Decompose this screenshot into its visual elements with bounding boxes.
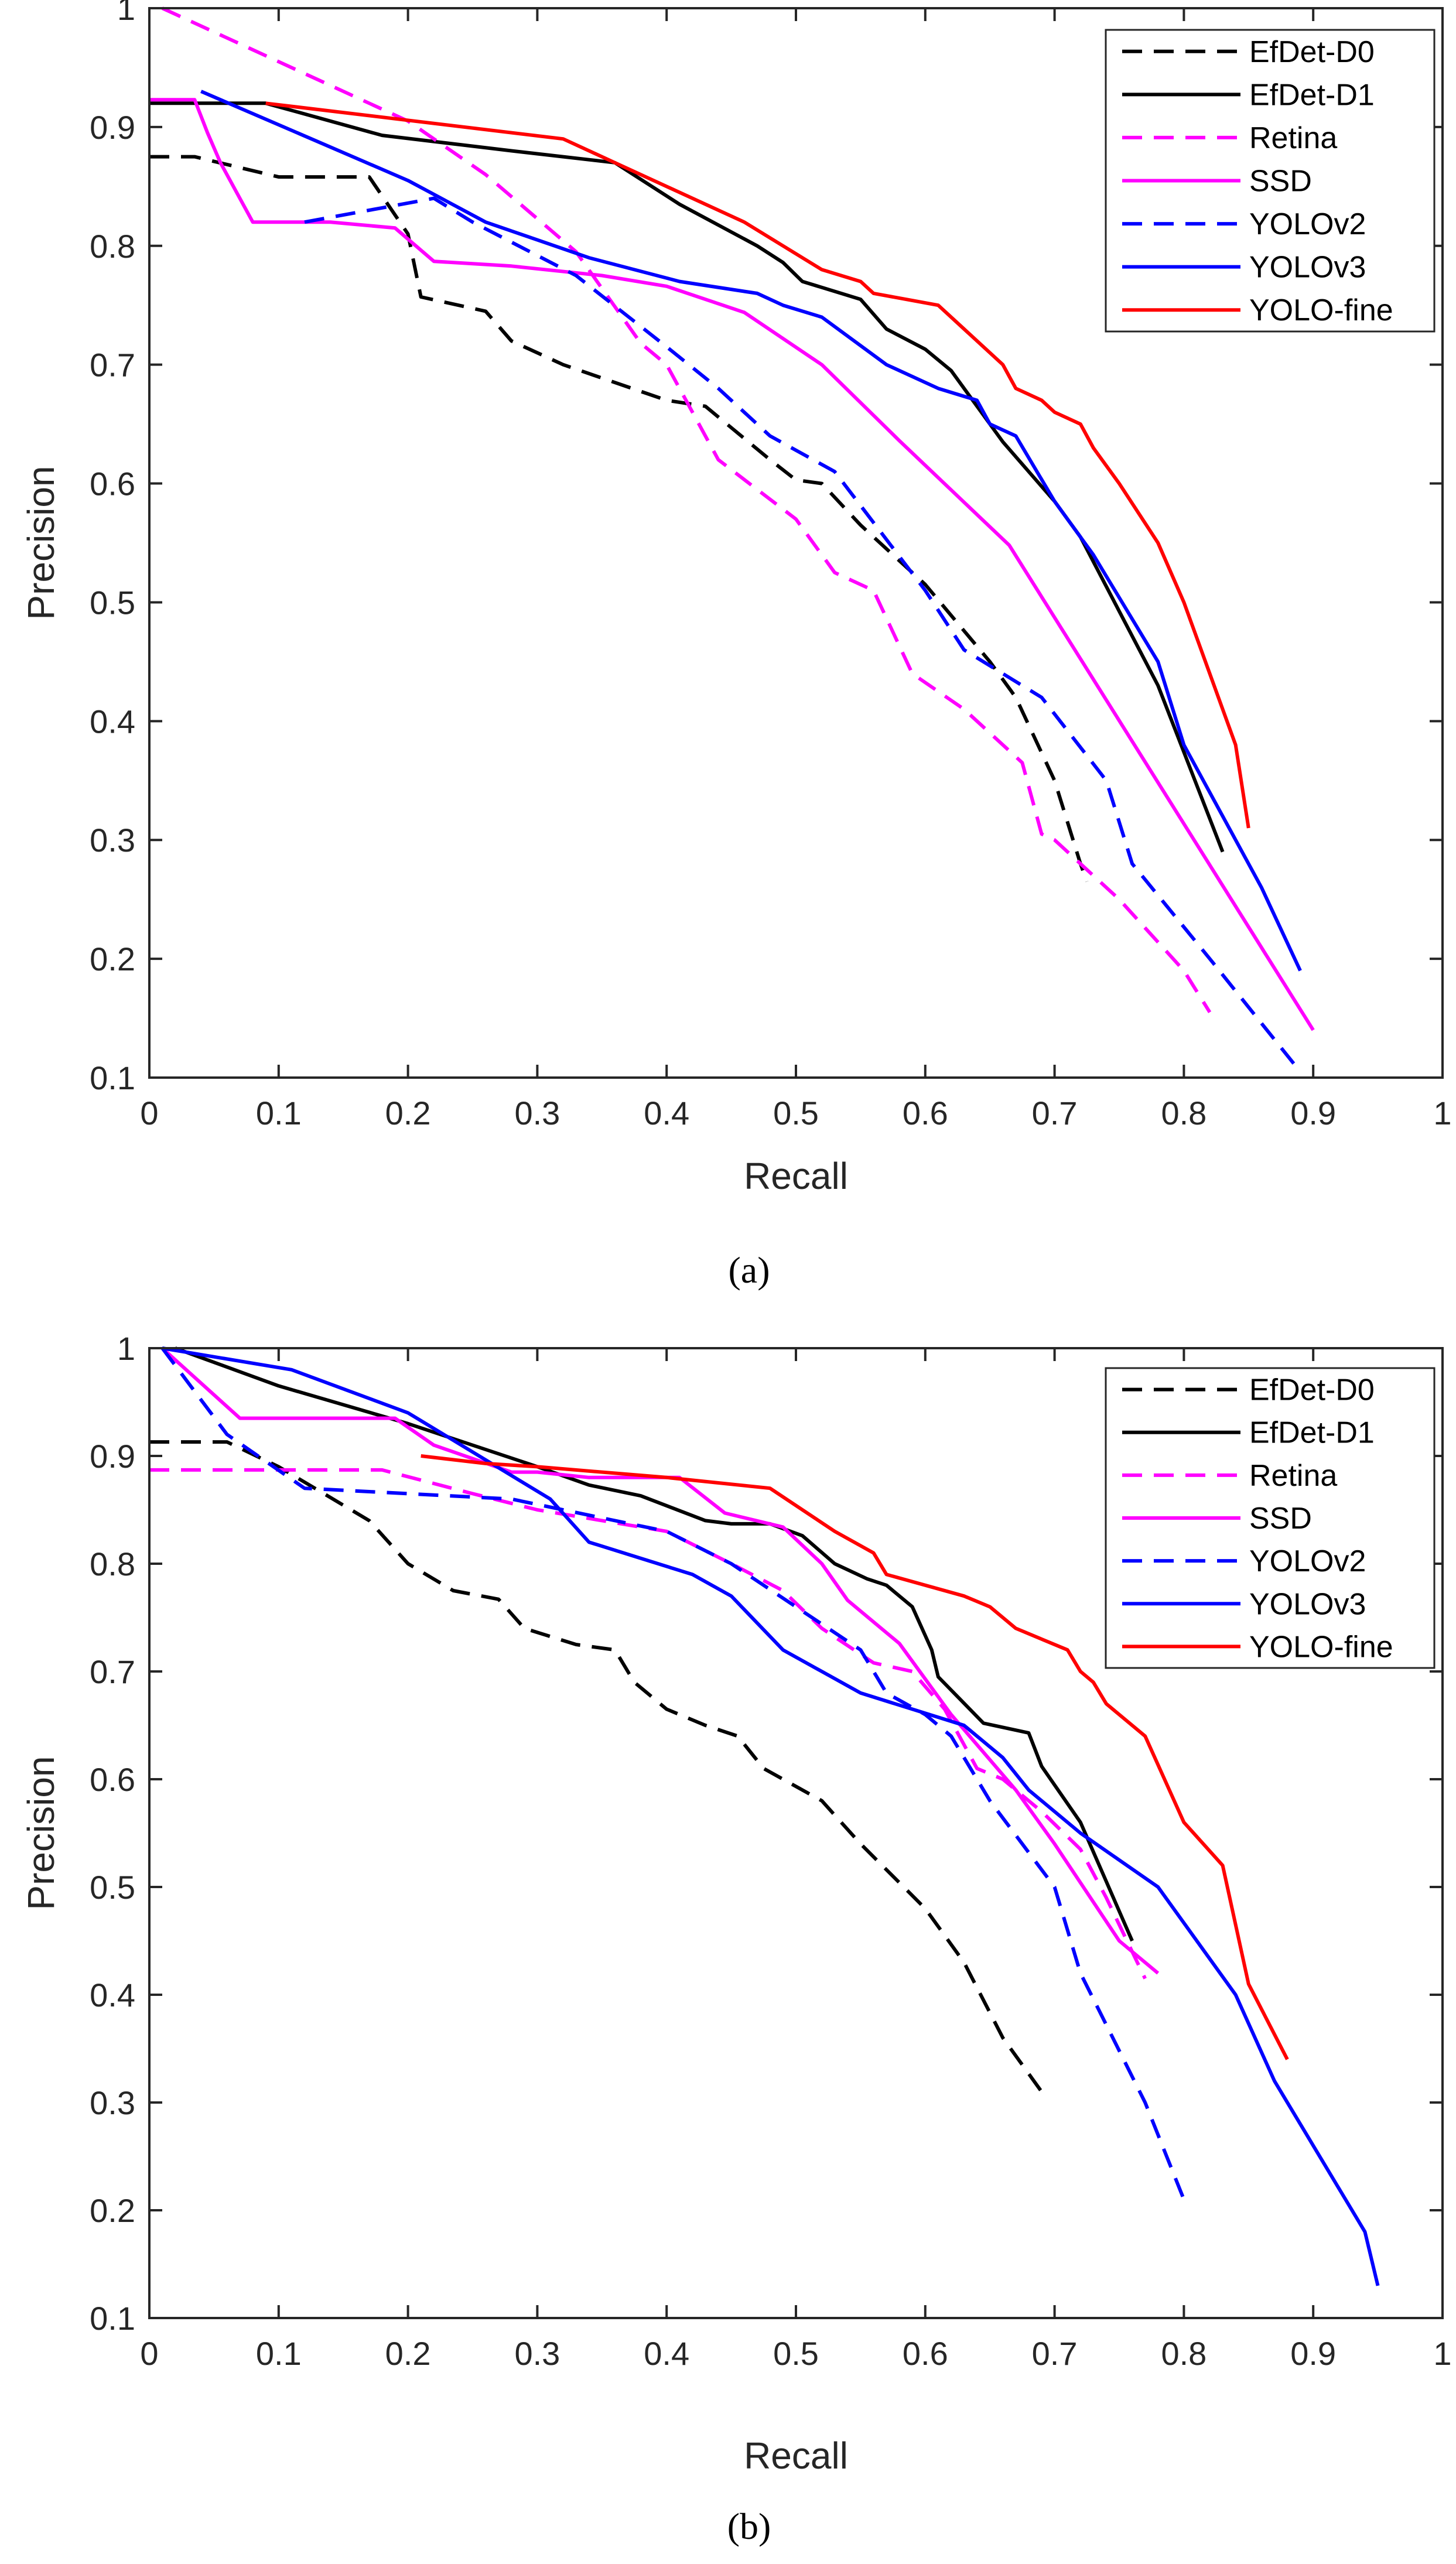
y-tick-label: 0.1	[90, 2300, 135, 2337]
series-line-yolov2	[160, 1347, 1186, 2200]
legend-label: EfDet-D1	[1249, 1416, 1375, 1450]
series-line-retina	[149, 1468, 1147, 1980]
x-tick-label: 0.2	[385, 2335, 431, 2372]
y-tick-label: 0.1	[90, 1059, 135, 1096]
series-line-efdet-d1	[175, 1346, 1134, 1942]
series-line-yolov3	[162, 1346, 1380, 2286]
x-tick-label: 0.3	[514, 1095, 560, 1131]
legend-label: YOLOv2	[1249, 1544, 1366, 1578]
series-line-efdet-d0	[149, 155, 1089, 883]
x-tick-label: 0.9	[1290, 2335, 1336, 2372]
series-line-efdet-d1	[149, 101, 1225, 853]
x-tick-label: 0.6	[903, 2335, 948, 2372]
x-tick-label: 0.4	[644, 1095, 689, 1131]
y-tick-label: 0.6	[90, 1761, 135, 1798]
x-axis-label: Recall	[744, 1155, 848, 1197]
series-line-efdet-d0	[149, 1440, 1043, 2093]
y-tick-label: 0.8	[90, 1546, 135, 1582]
panel-caption: (b)	[727, 2505, 771, 2547]
x-tick-label: 0.1	[256, 1095, 302, 1131]
series-line-retina	[161, 6, 1212, 1013]
y-tick-label: 1	[117, 1330, 135, 1367]
chart-panel-b: 0 0.1 0.2 0.3 0.4 0.5 0.6 0.7 0.8 0.9 10.10.20.30.…	[20, 1330, 1452, 2547]
legend-label: SSD	[1249, 1502, 1312, 1536]
legend-label: YOLO-fine	[1249, 1630, 1393, 1664]
x-tick-label: 0.8	[1161, 1095, 1207, 1131]
x-tick-label: 0.2	[385, 1095, 431, 1131]
legend-label: EfDet-D0	[1249, 1373, 1375, 1407]
x-tick-label: 0.6	[903, 1095, 948, 1131]
x-tick-label: 0.7	[1032, 1095, 1078, 1131]
series-line-ssd	[149, 98, 1315, 1031]
y-tick-label: 0.5	[90, 584, 135, 621]
series-line-yolov3	[200, 90, 1302, 972]
y-tick-label: 0.7	[90, 1653, 135, 1690]
legend-label: YOLOv2	[1249, 207, 1366, 241]
x-tick-label: 0	[140, 1095, 158, 1131]
legend-label: SSD	[1249, 165, 1312, 199]
y-tick-label: 1	[117, 0, 135, 27]
x-tick-label: 0.1	[256, 2335, 302, 2372]
legend-label: EfDet-D0	[1249, 35, 1375, 69]
series-line-yolo-fine	[265, 101, 1250, 829]
x-axis-label: Recall	[744, 2435, 848, 2477]
x-tick-label: 0.9	[1290, 1095, 1336, 1131]
x-tick-label: 0	[140, 2335, 158, 2372]
legend-label: YOLOv3	[1249, 1587, 1366, 1621]
y-tick-label: 0.4	[90, 703, 135, 740]
x-tick-label: 1	[1433, 1095, 1451, 1131]
series-line-ssd	[161, 1346, 1160, 1975]
legend-label: EfDet-D1	[1249, 78, 1375, 112]
y-tick-label: 0.2	[90, 2192, 135, 2229]
legend-label: YOLOv3	[1249, 251, 1366, 285]
y-tick-label: 0.3	[90, 822, 135, 859]
y-tick-label: 0.4	[90, 1977, 135, 2013]
legend-label: YOLO-fine	[1249, 293, 1393, 327]
y-tick-label: 0.8	[90, 228, 135, 265]
y-tick-label: 0.7	[90, 347, 135, 384]
x-tick-label: 0.5	[773, 2335, 819, 2372]
x-tick-label: 1	[1433, 2335, 1451, 2372]
y-tick-label: 0.3	[90, 2084, 135, 2121]
y-tick-label: 0.5	[90, 1869, 135, 1906]
x-tick-label: 0.4	[644, 2335, 689, 2372]
legend: EfDet-D0 EfDet-D1 Retina SSD YOLOv2 YOLOv3 YOL…	[1105, 1367, 1436, 1669]
legend-label: Retina	[1249, 1459, 1337, 1493]
x-tick-label: 0.7	[1032, 2335, 1078, 2372]
chart-panel-a: 0 0.1 0.2 0.3 0.4 0.5 0.6 0.7 0.8 0.9 10.10.20.30.…	[20, 0, 1452, 1291]
x-tick-label: 0.3	[514, 2335, 560, 2372]
y-axis-label: Precision	[20, 1756, 62, 1910]
y-tick-label: 0.2	[90, 941, 135, 977]
y-tick-label: 0.6	[90, 466, 135, 502]
y-axis-label: Precision	[20, 466, 62, 620]
x-tick-label: 0.5	[773, 1095, 819, 1131]
panel-caption: (a)	[728, 1249, 770, 1291]
x-tick-label: 0.8	[1161, 2335, 1207, 2372]
legend: EfDet-D0 EfDet-D1 Retina SSD YOLOv2 YOLOv3 YOL…	[1105, 29, 1436, 333]
series-line-yolov2	[304, 196, 1302, 1073]
y-tick-label: 0.9	[90, 109, 135, 146]
y-tick-label: 0.9	[90, 1438, 135, 1475]
legend-label: Retina	[1249, 121, 1337, 155]
series-line-yolo-fine	[421, 1454, 1289, 2060]
